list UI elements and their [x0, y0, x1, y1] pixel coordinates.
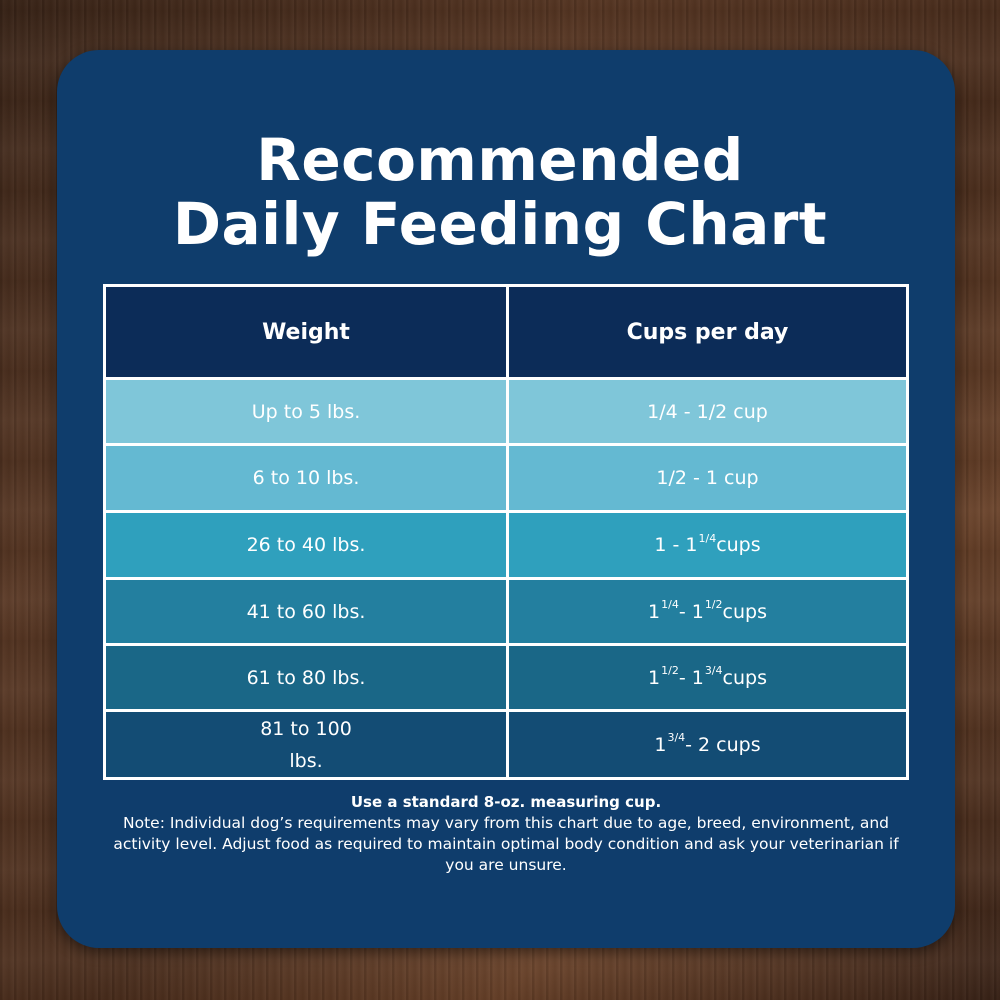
measuring-cup-note: Use a standard 8-oz. measuring cup. [350, 793, 662, 811]
row-1-cups: 1/4 - 1/2 cup [509, 380, 906, 443]
row-6-cups: 1 3/4 - 2 cups [509, 712, 906, 777]
feeding-table: Weight Cups per day Up to 5 lbs. 1/4 - 1… [103, 284, 909, 780]
row-5-cups-middle: - 1 [678, 666, 704, 689]
row-3-weight: 26 to 40 lbs. [106, 513, 506, 577]
row-4-weight: 41 to 60 lbs. [106, 580, 506, 643]
row-5-cups: 1 1/2 - 1 3/4 cups [509, 646, 906, 709]
row-4-cups-fraction-2: 1/2 [704, 598, 723, 611]
row-3-cups-fraction: 1/4 [698, 531, 717, 545]
row-4-cups-unit: cups [722, 600, 767, 623]
row-6-weight-line-1: 81 to 100 [260, 717, 352, 740]
chart-notes: Use a standard 8-oz. measuring cup. Note… [100, 792, 912, 876]
row-3-cups: 1 - 1 1/4 cups [509, 513, 906, 577]
requirements-disclaimer: Note: Individual dog’s requirements may … [113, 814, 899, 874]
row-4-cups-fraction: 1/4 [661, 598, 679, 611]
header-cups-per-day: Cups per day [509, 287, 906, 377]
row-2-weight: 6 to 10 lbs. [106, 446, 506, 510]
row-6-weight: 81 to 100 lbs. [106, 712, 506, 777]
row-4-cups-whole: 1 [648, 600, 661, 623]
chart-title-line-1: Recommended [256, 126, 744, 194]
row-6-weight-line-2: lbs. [289, 749, 323, 772]
row-5-weight: 61 to 80 lbs. [106, 646, 506, 709]
row-1-weight: Up to 5 lbs. [106, 380, 506, 443]
row-5-cups-fraction: 1/2 [661, 664, 679, 677]
row-4-cups-middle: - 1 [678, 600, 704, 623]
chart-title-line-2: Daily Feeding Chart [172, 190, 828, 258]
row-3-cups-whole: 1 - 1 [654, 534, 698, 556]
row-6-cups-fraction: 3/4 [667, 731, 686, 744]
row-2-cups: 1/2 - 1 cup [509, 446, 906, 510]
header-weight: Weight [106, 287, 506, 377]
row-3-cups-unit: cups [716, 534, 761, 556]
row-5-cups-fraction-2: 3/4 [704, 664, 723, 677]
row-5-cups-whole: 1 [648, 666, 661, 689]
row-6-cups-unit: - 2 cups [685, 733, 761, 756]
row-6-cups-whole: 1 [654, 733, 667, 756]
row-4-cups: 1 1/4 - 1 1/2 cups [509, 580, 906, 643]
row-5-cups-unit: cups [722, 666, 767, 689]
